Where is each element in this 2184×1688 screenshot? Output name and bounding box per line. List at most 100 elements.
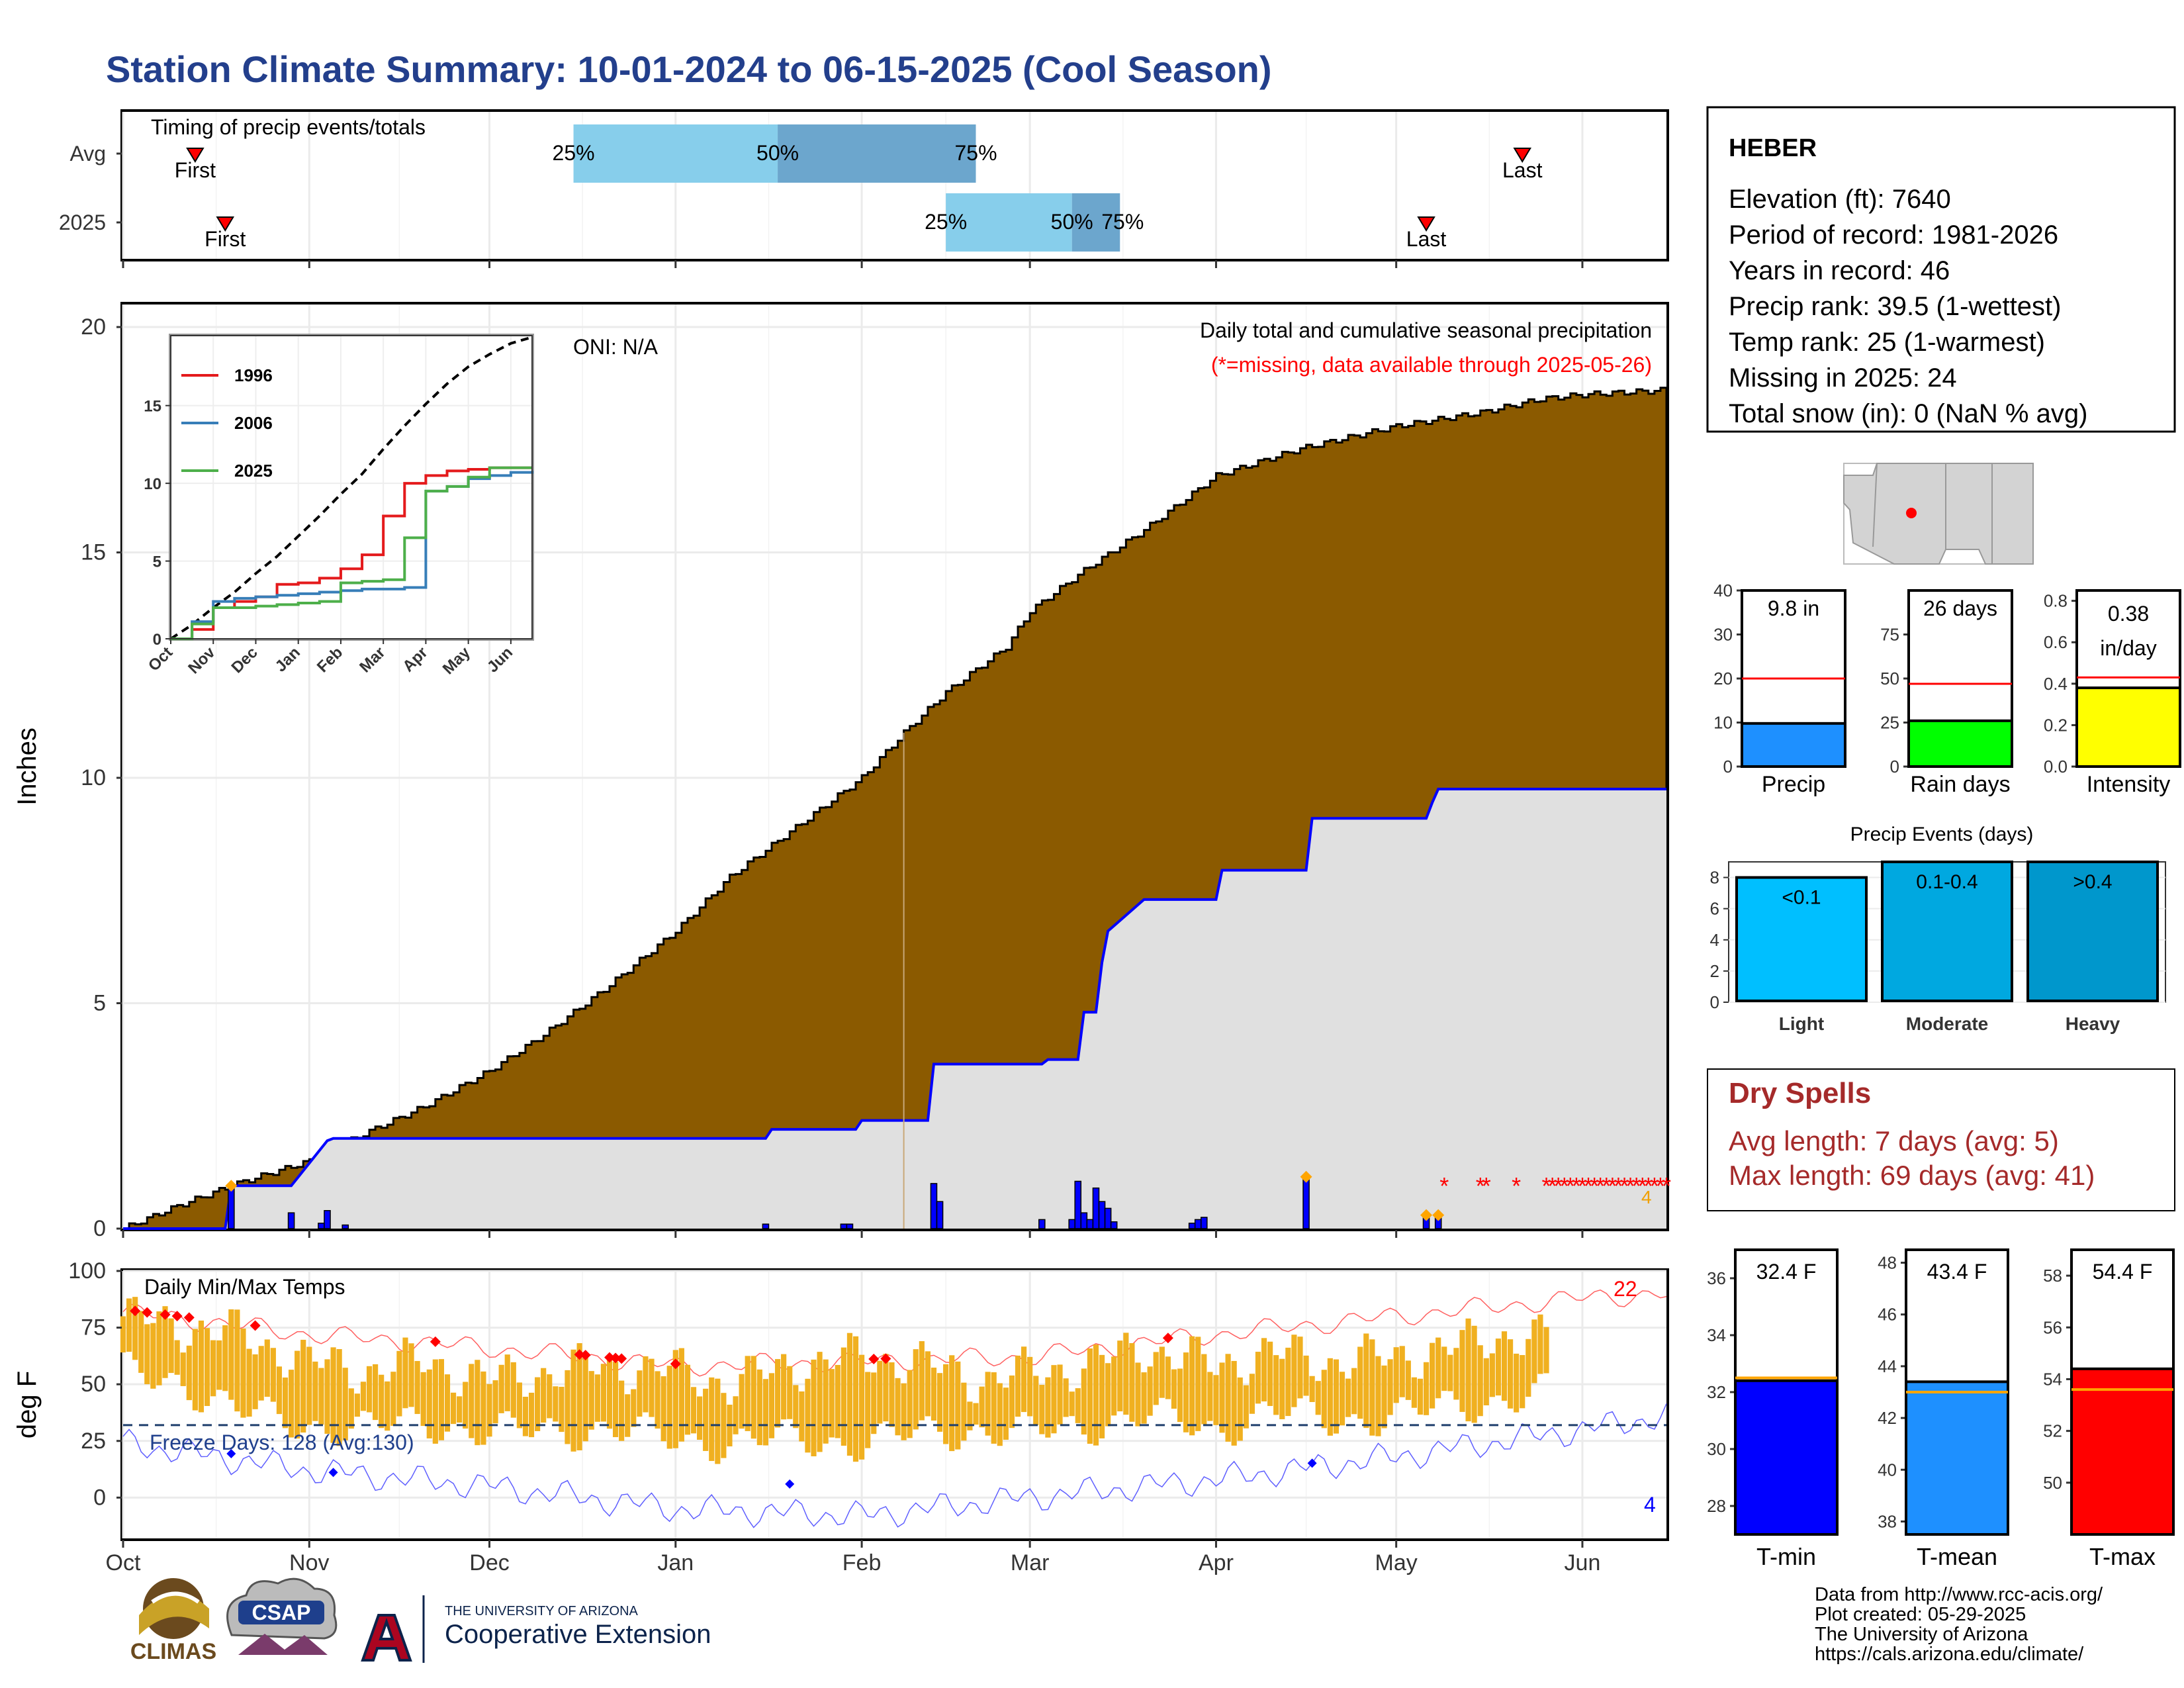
event-bar-label: >0.4	[2073, 871, 2112, 893]
daily-temp-bar	[379, 1374, 385, 1429]
daily-temp-bar	[1003, 1387, 1009, 1440]
daily-temp-bar	[859, 1354, 865, 1460]
inset-series-2025	[171, 466, 532, 640]
record-high-marker	[610, 1352, 621, 1364]
daily-temp-bar	[991, 1372, 997, 1444]
missing-data-marker: *	[1638, 1172, 1647, 1199]
daily-temp-bar	[612, 1362, 619, 1438]
dry-spells-box: Dry Spells Avg length: 7 days (avg: 5) M…	[1707, 1068, 2175, 1211]
daily-temp-bar	[1501, 1331, 1508, 1401]
inset-frame	[170, 335, 533, 639]
daily-temp-bar	[438, 1359, 445, 1440]
daily-temp-bar	[150, 1323, 156, 1389]
daily-temp-bar	[312, 1361, 318, 1421]
y-tick-label: 54	[2043, 1369, 2062, 1389]
daily-temp-bar	[1063, 1378, 1069, 1417]
daily-temp-bar	[174, 1340, 180, 1375]
last-event-marker	[1513, 148, 1531, 163]
daily-temp-bar	[1123, 1333, 1129, 1415]
daily-precip-bar	[1110, 1221, 1118, 1229]
daily-temp-bar	[979, 1386, 985, 1428]
credit-line: The University of Arizona	[1815, 1624, 2028, 1645]
x-tick-label: Jun	[1565, 1550, 1601, 1575]
station-box: HEBER Elevation (ft): 7640 Period of rec…	[1706, 106, 2176, 433]
daily-precip-bar	[762, 1223, 770, 1229]
daily-temp-bar	[138, 1311, 144, 1373]
x-tick-label: Mar	[1011, 1550, 1050, 1575]
daily-temp-bar	[1069, 1391, 1075, 1417]
y-tick-label: 46	[1878, 1305, 1897, 1325]
daily-temp-bar	[492, 1380, 498, 1424]
daily-temp-bar	[432, 1359, 438, 1444]
daily-precip-bar	[1098, 1201, 1106, 1229]
daily-temp-bar	[1087, 1348, 1093, 1444]
event-bar-label: <0.1	[1782, 887, 1821, 909]
daily-temp-bar	[936, 1373, 943, 1432]
daily-temp-bar	[961, 1382, 967, 1441]
small-bar-chart-rain-days: 0 25 50 75 26 days Rain days	[1880, 589, 2013, 797]
missing-data-marker: *	[1626, 1172, 1635, 1199]
temp-bar-chart-t-min: 28 30 32 34 36 32.4 F T-min	[1707, 1248, 1839, 1570]
daily-temp-bar	[781, 1354, 787, 1420]
timing-pct-label: 25%	[925, 210, 967, 234]
missing-data-marker: *	[1542, 1172, 1551, 1199]
timing-bar-50-75	[778, 124, 976, 183]
daily-temp-bar	[360, 1382, 367, 1411]
timing-panel: 25% 50% 75% First Last 25% 50% 75% First Last Tim…	[59, 109, 1669, 261]
y-tick-label: 6	[1710, 899, 1719, 919]
daily-temp-bar	[1399, 1346, 1405, 1397]
daily-temp-bar	[1159, 1346, 1165, 1398]
daily-temp-bar	[475, 1360, 480, 1446]
daily-temp-bar	[1057, 1364, 1063, 1425]
x-tick-label: May	[1375, 1550, 1418, 1575]
timing-bar-25-50	[573, 124, 778, 183]
daily-temp-bar	[1315, 1381, 1321, 1415]
station-line: Total snow (in): 0 (NaN % avg)	[1729, 399, 2087, 428]
daily-temp-bar	[1183, 1352, 1189, 1432]
y-tick-label: 30	[1713, 625, 1733, 645]
daily-temp-bar	[1033, 1376, 1039, 1425]
missing-data-marker: *	[1548, 1172, 1557, 1199]
y-tick-label: 32	[1707, 1382, 1726, 1402]
dry-spells-title: Dry Spells	[1729, 1077, 1871, 1109]
temp-bar-chart-t-max: 50 52 54 56 58 54.4 F T-max	[2043, 1248, 2175, 1570]
daily-precip-bar	[1302, 1176, 1310, 1229]
small-bar-label: Rain days	[1910, 772, 2010, 797]
missing-data-marker: *	[1512, 1172, 1521, 1199]
daily-temp-bar	[1279, 1358, 1285, 1419]
daily-temp-bar	[1225, 1354, 1231, 1442]
small-bar-value	[1907, 719, 2013, 768]
missing-data-marker: *	[1590, 1172, 1599, 1199]
y-tick-label: 100	[68, 1258, 106, 1284]
dry-spells-avg: Avg length: 7 days (avg: 5)	[1729, 1125, 2059, 1156]
record-precip-marker	[1432, 1209, 1445, 1221]
daily-temp-bar	[366, 1366, 373, 1413]
missing-data-marker: *	[1650, 1172, 1659, 1199]
daily-temp-bar	[324, 1359, 330, 1434]
y-tick-label: 44	[1878, 1356, 1897, 1376]
record-low-marker	[1307, 1458, 1317, 1468]
last-event-label: Last	[1406, 227, 1447, 251]
daily-temp-bar	[522, 1397, 529, 1436]
daily-temp-bar	[846, 1333, 853, 1456]
missing-data-marker: *	[1602, 1172, 1611, 1199]
y-tick-label: 0.0	[2044, 757, 2068, 776]
timing-label: Timing of precip events/totals	[151, 115, 426, 139]
record-high-marker	[159, 1309, 171, 1320]
oni-label: ONI: N/A	[573, 335, 659, 359]
timing-bar-25-50	[946, 193, 1072, 252]
daily-temp-bar	[1483, 1358, 1489, 1405]
daily-temp-bar	[240, 1328, 246, 1418]
daily-temp-bar	[787, 1366, 793, 1419]
temp-bar-value	[1734, 1379, 1839, 1536]
daily-temp-bar	[715, 1378, 721, 1464]
daily-temp-bar	[655, 1371, 660, 1429]
daily-temp-bar	[690, 1387, 697, 1434]
temp-bar-label: T-min	[1756, 1543, 1816, 1570]
record-high-marker	[574, 1349, 585, 1360]
daily-temp-bar	[469, 1364, 475, 1438]
daily-temp-bar	[1219, 1362, 1225, 1433]
station-line: Missing in 2025: 24	[1729, 363, 1957, 393]
y-tick-label: 0	[1890, 757, 1899, 776]
inset-y-tick-label: 0	[153, 631, 161, 649]
